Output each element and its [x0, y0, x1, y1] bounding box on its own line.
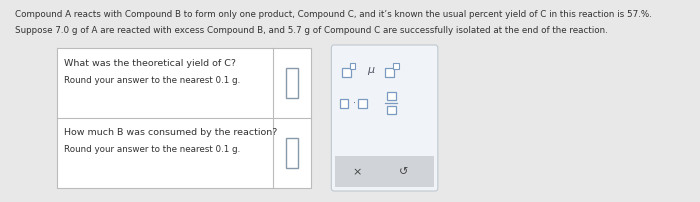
Text: Suppose 7.0 g of A are reacted with excess Compound B, and 5.7 g of Compound C a: Suppose 7.0 g of A are reacted with exce… — [15, 26, 608, 35]
Text: Round your answer to the nearest 0.1 g.: Round your answer to the nearest 0.1 g. — [64, 145, 241, 154]
FancyBboxPatch shape — [331, 45, 438, 191]
FancyBboxPatch shape — [387, 106, 395, 114]
Text: ↺: ↺ — [398, 167, 408, 177]
Text: μ: μ — [368, 65, 374, 75]
FancyBboxPatch shape — [358, 99, 367, 107]
FancyBboxPatch shape — [57, 48, 311, 188]
FancyBboxPatch shape — [340, 99, 348, 107]
FancyBboxPatch shape — [349, 63, 356, 69]
FancyBboxPatch shape — [335, 156, 435, 187]
Text: ·: · — [353, 98, 356, 108]
Text: What was the theoretical yield of C?: What was the theoretical yield of C? — [64, 59, 236, 68]
FancyBboxPatch shape — [387, 92, 395, 100]
Text: ×: × — [353, 167, 362, 177]
Text: Round your answer to the nearest 0.1 g.: Round your answer to the nearest 0.1 g. — [64, 76, 241, 85]
FancyBboxPatch shape — [393, 63, 398, 69]
FancyBboxPatch shape — [342, 67, 351, 77]
FancyBboxPatch shape — [286, 138, 298, 168]
Text: How much B was consumed by the reaction?: How much B was consumed by the reaction? — [64, 128, 278, 137]
Text: Compound A reacts with Compound B to form only one product, Compound C, and it’s: Compound A reacts with Compound B to for… — [15, 10, 652, 19]
FancyBboxPatch shape — [286, 68, 298, 98]
FancyBboxPatch shape — [386, 67, 394, 77]
